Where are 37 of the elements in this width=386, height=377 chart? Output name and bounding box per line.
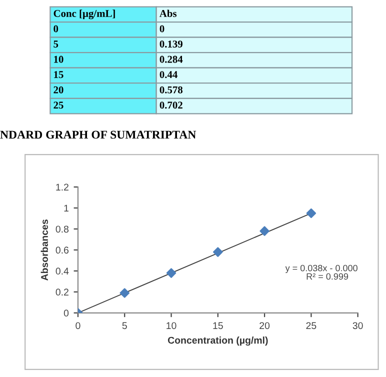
y-tick-label: 1: [64, 204, 68, 212]
x-tick-label: 30: [352, 322, 363, 330]
text: Abs: [160, 10, 177, 18]
text: 0.139: [160, 40, 182, 48]
annotation: y = 0.038x - 0.000: [285, 264, 358, 274]
point: [120, 288, 130, 298]
x-tick-label: 15: [213, 322, 223, 330]
text: 0.284: [160, 56, 183, 63]
text: 20: [54, 86, 64, 94]
point: [306, 208, 316, 218]
point: [213, 247, 223, 257]
y-tick-label: 0.6: [56, 246, 69, 254]
annotation: R² = 0.999: [306, 273, 348, 280]
text: 15: [54, 71, 64, 78]
text: 0.578: [160, 86, 183, 94]
text: 0.44: [160, 71, 178, 78]
x-tick-label: 10: [166, 322, 176, 330]
x-axis-title: Concentration (µg/ml): [168, 336, 268, 346]
point: [166, 268, 176, 278]
y-tick-label: 0.2: [56, 288, 68, 296]
x-tick-label: 20: [260, 322, 270, 330]
text: 25: [54, 102, 64, 109]
y-tick-label: 0.4: [56, 268, 69, 275]
x-tick-label: 5: [122, 322, 127, 330]
text: 0: [160, 25, 164, 32]
point: [260, 226, 270, 236]
x-tick-label: 25: [306, 322, 316, 330]
y-axis-title: Absorbances: [40, 220, 48, 281]
text: Conc [µg/mL]: [54, 10, 115, 20]
chart-title: NDARD GRAPH OF SUMATRIPTAN: [0, 130, 196, 139]
text: 0.702: [160, 102, 182, 109]
text: 10: [54, 56, 64, 63]
y-tick-label: 0: [64, 310, 69, 317]
y-tick-label: 1.2: [56, 184, 68, 191]
x-tick-label: 0: [76, 322, 80, 330]
text: 5: [54, 40, 58, 48]
y-tick-label: 0.8: [56, 226, 69, 233]
